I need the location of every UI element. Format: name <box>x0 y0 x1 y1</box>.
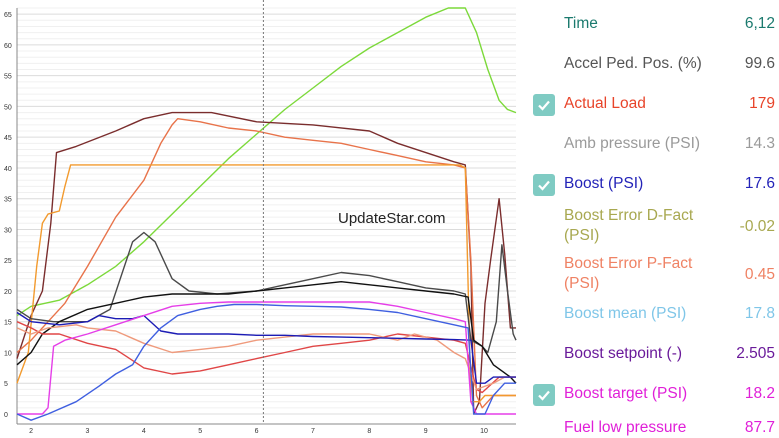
param-value: 6,12 <box>744 15 775 32</box>
y-tick-label: 50 <box>4 104 12 111</box>
y-tick-label: 45 <box>4 135 12 142</box>
y-tick-label: 30 <box>4 227 12 234</box>
y-tick-label: 10 <box>4 350 12 357</box>
y-tick-label: 20 <box>4 289 12 296</box>
series-line-2 <box>16 118 516 409</box>
y-tick-label: 15 <box>4 320 12 327</box>
param-row[interactable]: Boost target (PSI) 18.2 <box>522 384 779 406</box>
param-row[interactable]: Boost setpoint (-) 2.505 <box>522 344 779 366</box>
param-row[interactable]: Boost mean (PSI) 17.8 <box>522 304 779 326</box>
watermark: UpdateStar.com <box>338 210 446 227</box>
param-value: 99.6 <box>744 55 775 72</box>
param-row[interactable]: Boost Error D-Fact (PSI) -0.02 <box>522 206 779 250</box>
param-row[interactable]: Accel Ped. Pos. (%) 99.6 <box>522 54 779 76</box>
y-tick-label: 0 <box>4 412 8 419</box>
checkmark-icon[interactable] <box>533 94 555 116</box>
param-name: Actual Load <box>564 95 646 112</box>
param-row[interactable]: Actual Load 179 <box>522 94 779 116</box>
param-name: Amb pressure (PSI) <box>564 135 701 152</box>
chart-panel[interactable]: 0 5 10 15 20 25 30 35 40 45 50 55 60 65 2 3 4 5 6 7 8 9 10 Upd… <box>0 0 522 438</box>
param-name: Boost Error P-Fact (PSI) <box>564 255 693 292</box>
param-value: 2.505 <box>736 345 775 362</box>
series-line-9 <box>17 301 516 415</box>
param-value: 17.6 <box>744 175 775 192</box>
series-line-1 <box>16 111 516 415</box>
param-name: Accel Ped. Pos. (%) <box>564 55 702 72</box>
series-line-8 <box>16 311 516 384</box>
y-tick-label: 60 <box>4 43 12 50</box>
y-tick-label: 35 <box>4 197 12 204</box>
param-name: Boost target (PSI) <box>564 385 688 402</box>
series-line-0 <box>16 7 517 317</box>
param-value: 179 <box>749 95 775 112</box>
x-tick-label: 9 <box>424 428 428 435</box>
param-name: Boost setpoint (-) <box>564 345 683 362</box>
param-value: -0.02 <box>739 218 775 235</box>
param-name: Fuel low pressure <box>564 419 687 436</box>
param-value: 17.8 <box>744 305 775 322</box>
y-tick-label: 40 <box>4 166 12 173</box>
param-name: Boost Error D-Fact (PSI) <box>564 207 694 244</box>
y-tick-label: 65 <box>4 12 12 19</box>
checkmark-icon[interactable] <box>533 174 555 196</box>
param-row[interactable]: Time 6,12 <box>522 14 779 36</box>
param-value: 14.3 <box>744 135 775 152</box>
x-tick-label: 6 <box>255 428 259 435</box>
x-tick-label: 7 <box>311 428 315 435</box>
x-tick-label: 10 <box>480 428 488 435</box>
series-line-5 <box>16 281 517 384</box>
x-tick-label: 8 <box>367 428 371 435</box>
x-tick-label: 5 <box>198 428 202 435</box>
x-tick-label: 3 <box>85 428 89 435</box>
param-name: Boost (PSI) <box>564 175 644 192</box>
param-row[interactable]: Fuel low pressure 87.7 <box>522 418 779 438</box>
y-tick-label: 25 <box>4 258 12 265</box>
param-value: 87.7 <box>744 419 775 436</box>
param-row[interactable]: Boost (PSI) 17.6 <box>522 174 779 196</box>
x-tick-label: 4 <box>142 428 146 435</box>
parameter-list[interactable]: Time 6,12 Accel Ped. Pos. (%) 99.6 Actual Lo… <box>522 0 779 438</box>
series-line-6 <box>16 321 516 394</box>
param-row[interactable]: Boost Error P-Fact (PSI) 0.45 <box>522 254 779 298</box>
y-tick-label: 55 <box>4 74 12 81</box>
param-value: 0.45 <box>744 266 775 283</box>
param-row[interactable]: Amb pressure (PSI) 14.3 <box>522 134 779 156</box>
series-line-4 <box>16 231 517 354</box>
param-name: Boost mean (PSI) <box>564 305 687 322</box>
checkmark-icon[interactable] <box>533 384 555 406</box>
x-tick-label: 2 <box>29 428 33 435</box>
param-value: 18.2 <box>744 385 775 402</box>
y-tick-label: 5 <box>4 381 8 388</box>
param-name: Time <box>564 15 598 32</box>
series-line-10 <box>16 303 516 421</box>
series-line-3 <box>16 164 516 403</box>
